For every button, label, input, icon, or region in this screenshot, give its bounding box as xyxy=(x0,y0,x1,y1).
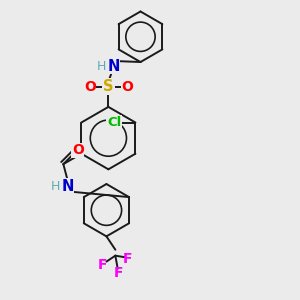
Text: O: O xyxy=(72,143,84,158)
Text: O: O xyxy=(84,80,96,94)
Text: O: O xyxy=(122,80,133,94)
Text: H: H xyxy=(97,60,106,73)
Text: Cl: Cl xyxy=(107,116,121,129)
Text: F: F xyxy=(114,266,123,280)
Text: F: F xyxy=(98,258,108,272)
Text: H: H xyxy=(51,180,60,193)
Text: F: F xyxy=(123,252,133,266)
Text: N: N xyxy=(61,179,74,194)
Text: S: S xyxy=(103,79,114,94)
Text: N: N xyxy=(108,59,120,74)
